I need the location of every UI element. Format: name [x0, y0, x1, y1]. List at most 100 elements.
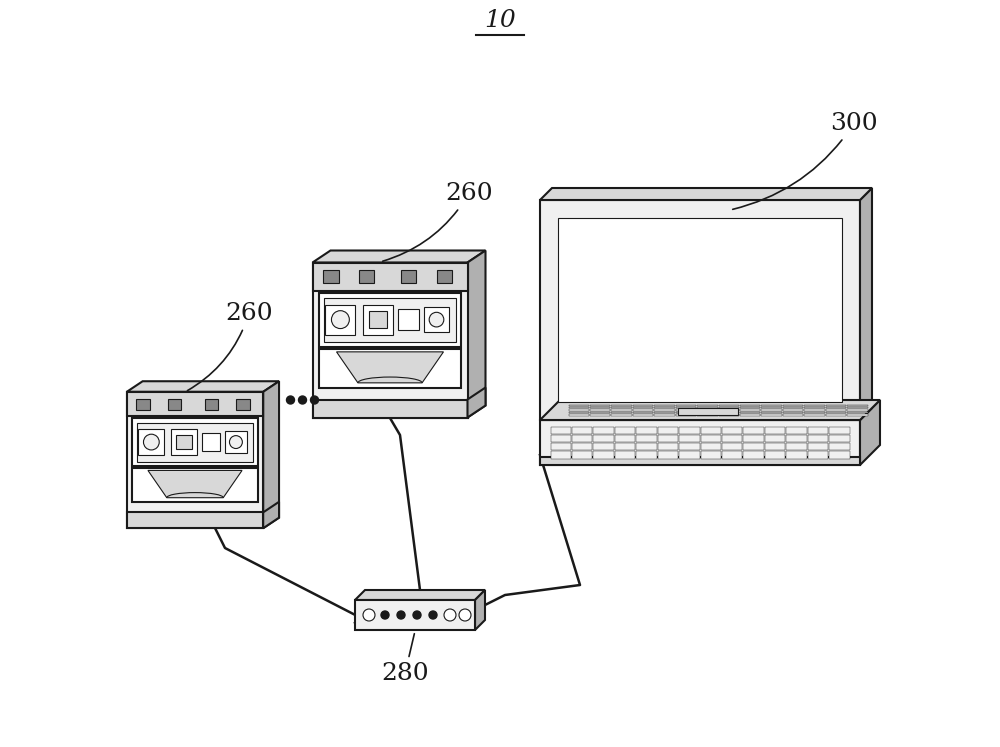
Bar [718, 404, 739, 406]
Bar [312, 400, 468, 418]
Bar [740, 407, 760, 409]
Bar [424, 308, 449, 332]
Bar [722, 427, 742, 434]
Bar [658, 427, 678, 434]
Bar [615, 435, 635, 442]
Bar [611, 404, 632, 406]
Bar [722, 451, 742, 459]
Bar [679, 443, 700, 450]
Bar [363, 305, 393, 335]
Bar [826, 407, 846, 409]
Bar [654, 409, 675, 411]
Bar [633, 404, 653, 406]
Circle shape [229, 436, 242, 448]
Bar [572, 435, 592, 442]
Bar [783, 409, 803, 411]
Bar [676, 404, 696, 406]
Bar [679, 451, 700, 459]
Bar [611, 407, 632, 409]
Polygon shape [263, 381, 279, 528]
Bar [568, 407, 589, 409]
Text: 300: 300 [733, 112, 878, 209]
Bar [132, 468, 258, 502]
Bar [401, 270, 416, 283]
Bar [718, 409, 739, 411]
Bar [324, 297, 456, 341]
Bar [808, 443, 828, 450]
Bar [826, 404, 846, 406]
Polygon shape [355, 590, 485, 600]
Bar [743, 427, 764, 434]
Bar [718, 412, 739, 413]
Bar [137, 423, 253, 462]
Bar [633, 412, 653, 413]
Bar [437, 270, 452, 283]
Bar [611, 414, 632, 415]
Bar [740, 404, 760, 406]
Bar [572, 451, 592, 459]
Bar [786, 443, 807, 450]
Bar [636, 435, 657, 442]
Bar [225, 431, 247, 453]
Bar [808, 435, 828, 442]
Bar [550, 443, 571, 450]
Bar [847, 404, 868, 406]
Bar [205, 399, 218, 410]
Bar [678, 408, 738, 415]
Bar [808, 427, 828, 434]
Bar [132, 418, 258, 466]
Bar [540, 457, 860, 465]
Polygon shape [468, 250, 486, 418]
Bar [590, 407, 610, 409]
Bar [765, 443, 785, 450]
Bar [740, 412, 760, 413]
Bar [558, 218, 842, 402]
Circle shape [298, 396, 306, 404]
Bar [829, 451, 850, 459]
Bar [743, 451, 764, 459]
Polygon shape [860, 400, 880, 465]
Bar [826, 414, 846, 415]
Bar [808, 451, 828, 459]
Bar [743, 435, 764, 442]
Bar [740, 414, 760, 415]
Circle shape [287, 396, 294, 404]
Bar [804, 404, 825, 406]
Bar [697, 412, 718, 413]
Bar [654, 407, 675, 409]
Polygon shape [312, 250, 486, 262]
Bar [700, 451, 721, 459]
Bar [138, 429, 164, 455]
Bar [804, 414, 825, 415]
Bar [786, 435, 807, 442]
Bar [572, 427, 592, 434]
Bar [568, 412, 589, 413]
Text: 280: 280 [381, 633, 429, 685]
Polygon shape [475, 590, 485, 630]
Bar [786, 451, 807, 459]
Bar [676, 409, 696, 411]
Text: 260: 260 [187, 302, 273, 391]
Bar [171, 429, 197, 455]
Polygon shape [148, 471, 242, 498]
Circle shape [413, 611, 421, 619]
Bar [633, 414, 653, 415]
Bar [700, 435, 721, 442]
Bar [783, 412, 803, 413]
Bar [593, 427, 614, 434]
Bar [202, 433, 220, 451]
Bar [636, 443, 657, 450]
Polygon shape [263, 502, 279, 528]
Circle shape [381, 611, 389, 619]
Circle shape [397, 611, 405, 619]
Bar [697, 404, 718, 406]
Bar [127, 391, 263, 416]
Bar [761, 414, 782, 415]
Bar [236, 399, 250, 410]
Bar [847, 409, 868, 411]
Circle shape [310, 396, 318, 404]
Bar [611, 412, 632, 413]
Polygon shape [860, 188, 872, 420]
Bar [718, 414, 739, 415]
Bar [398, 309, 419, 330]
